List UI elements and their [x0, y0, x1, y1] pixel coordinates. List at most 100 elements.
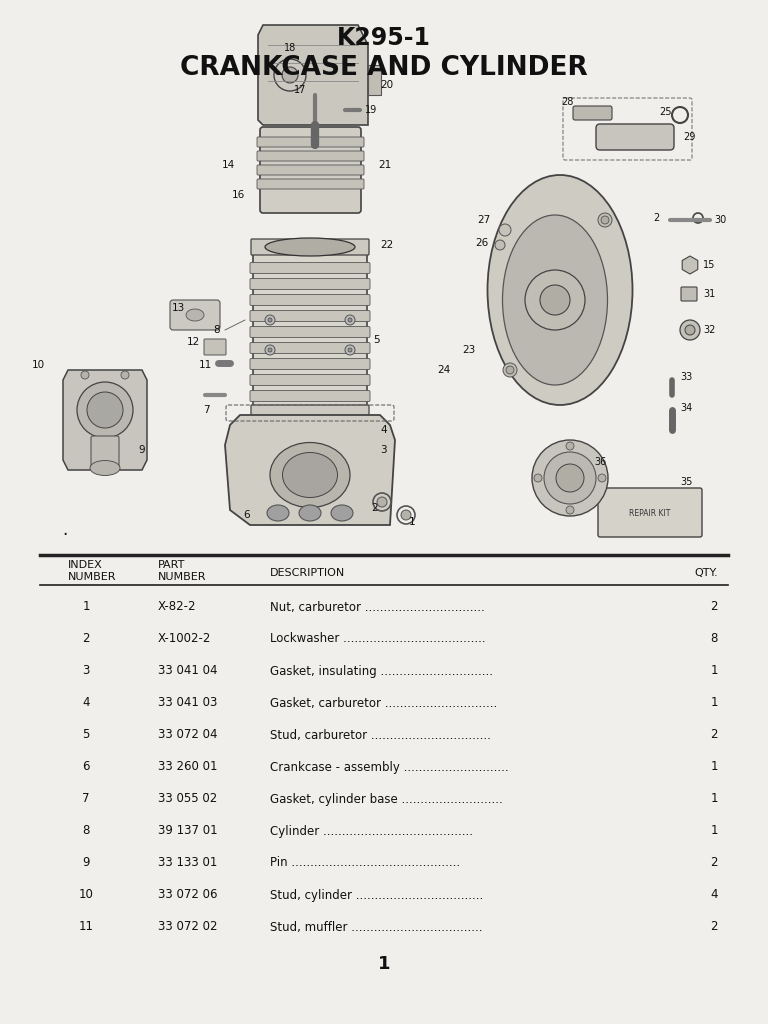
- Circle shape: [544, 452, 596, 504]
- Ellipse shape: [283, 453, 337, 498]
- Circle shape: [265, 315, 275, 325]
- Text: 14: 14: [222, 160, 235, 170]
- Text: X-1002-2: X-1002-2: [158, 633, 211, 645]
- Circle shape: [601, 216, 609, 224]
- Text: Stud, muffler ...................................: Stud, muffler ..........................…: [270, 921, 482, 934]
- Ellipse shape: [90, 461, 120, 475]
- Text: 6: 6: [82, 761, 90, 773]
- Text: 34: 34: [680, 403, 692, 413]
- Circle shape: [503, 362, 517, 377]
- Text: 27: 27: [477, 215, 490, 225]
- FancyBboxPatch shape: [170, 300, 220, 330]
- Text: 5: 5: [373, 335, 379, 345]
- FancyBboxPatch shape: [250, 327, 370, 337]
- Text: 29: 29: [683, 132, 695, 142]
- Text: Cylinder ........................................: Cylinder ...............................…: [270, 824, 473, 838]
- Text: PART: PART: [158, 560, 185, 570]
- Text: Stud, cylinder ..................................: Stud, cylinder .........................…: [270, 889, 483, 901]
- Text: QTY.: QTY.: [694, 568, 718, 578]
- Text: 33 041 04: 33 041 04: [158, 665, 217, 678]
- Text: Stud, carburetor ................................: Stud, carburetor .......................…: [270, 728, 491, 741]
- Text: K295-1: K295-1: [337, 26, 431, 50]
- Text: 7: 7: [204, 406, 210, 415]
- Text: 2: 2: [82, 633, 90, 645]
- Text: 19: 19: [365, 105, 377, 115]
- Ellipse shape: [267, 505, 289, 521]
- Text: 1: 1: [82, 600, 90, 613]
- Text: 10: 10: [32, 360, 45, 370]
- Circle shape: [87, 392, 123, 428]
- Text: 28: 28: [561, 97, 574, 106]
- Text: INDEX: INDEX: [68, 560, 103, 570]
- Polygon shape: [368, 65, 381, 95]
- Circle shape: [598, 213, 612, 227]
- Text: Gasket, cylinder base ...........................: Gasket, cylinder base ..................…: [270, 793, 503, 806]
- Circle shape: [282, 67, 298, 83]
- Text: 33 260 01: 33 260 01: [158, 761, 217, 773]
- Ellipse shape: [488, 175, 633, 406]
- Text: 12: 12: [187, 337, 200, 347]
- Text: 2: 2: [710, 921, 718, 934]
- Circle shape: [685, 325, 695, 335]
- Circle shape: [268, 318, 272, 322]
- Circle shape: [377, 497, 387, 507]
- Text: 11: 11: [199, 360, 212, 370]
- FancyBboxPatch shape: [253, 248, 367, 412]
- FancyBboxPatch shape: [250, 358, 370, 370]
- Text: Gasket, insulating ..............................: Gasket, insulating .....................…: [270, 665, 493, 678]
- Circle shape: [566, 442, 574, 450]
- Ellipse shape: [265, 238, 355, 256]
- FancyBboxPatch shape: [598, 488, 702, 537]
- Text: 1: 1: [409, 517, 415, 527]
- Text: 2: 2: [710, 728, 718, 741]
- Circle shape: [499, 224, 511, 236]
- Text: 9: 9: [138, 445, 145, 455]
- FancyBboxPatch shape: [681, 287, 697, 301]
- Circle shape: [268, 348, 272, 352]
- FancyBboxPatch shape: [596, 124, 674, 150]
- Circle shape: [401, 510, 411, 520]
- Text: 8: 8: [214, 325, 220, 335]
- Text: 25: 25: [660, 106, 672, 117]
- Text: 4: 4: [82, 696, 90, 710]
- Text: 1: 1: [710, 761, 718, 773]
- Text: 33 041 03: 33 041 03: [158, 696, 217, 710]
- Text: Gasket, carburetor ..............................: Gasket, carburetor .....................…: [270, 696, 497, 710]
- Text: X-82-2: X-82-2: [158, 600, 197, 613]
- Text: 4: 4: [710, 889, 718, 901]
- Text: 1: 1: [710, 793, 718, 806]
- Text: 5: 5: [82, 728, 90, 741]
- Text: 32: 32: [703, 325, 715, 335]
- Circle shape: [566, 506, 574, 514]
- Text: 9: 9: [82, 856, 90, 869]
- Text: 30: 30: [714, 215, 727, 225]
- Circle shape: [77, 382, 133, 438]
- Text: 3: 3: [380, 445, 386, 455]
- Circle shape: [348, 348, 352, 352]
- Text: 2: 2: [372, 503, 378, 513]
- Text: 7: 7: [82, 793, 90, 806]
- Text: 20: 20: [380, 80, 393, 90]
- Text: 36: 36: [594, 457, 606, 467]
- Text: 17: 17: [294, 85, 306, 95]
- Text: .: .: [62, 521, 68, 539]
- Circle shape: [598, 474, 606, 482]
- FancyBboxPatch shape: [250, 310, 370, 322]
- Text: 2: 2: [710, 856, 718, 869]
- FancyBboxPatch shape: [257, 151, 364, 161]
- Ellipse shape: [502, 215, 607, 385]
- Text: 23: 23: [462, 345, 475, 355]
- Circle shape: [495, 240, 505, 250]
- Text: 33 072 02: 33 072 02: [158, 921, 217, 934]
- Circle shape: [680, 319, 700, 340]
- FancyBboxPatch shape: [257, 179, 364, 189]
- Circle shape: [345, 315, 355, 325]
- Text: 8: 8: [710, 633, 718, 645]
- Text: 33 072 04: 33 072 04: [158, 728, 217, 741]
- FancyBboxPatch shape: [257, 137, 364, 147]
- Text: 18: 18: [284, 43, 296, 53]
- Text: DESCRIPTION: DESCRIPTION: [270, 568, 346, 578]
- Circle shape: [265, 345, 275, 355]
- Text: 33 133 01: 33 133 01: [158, 856, 217, 869]
- FancyBboxPatch shape: [204, 339, 226, 355]
